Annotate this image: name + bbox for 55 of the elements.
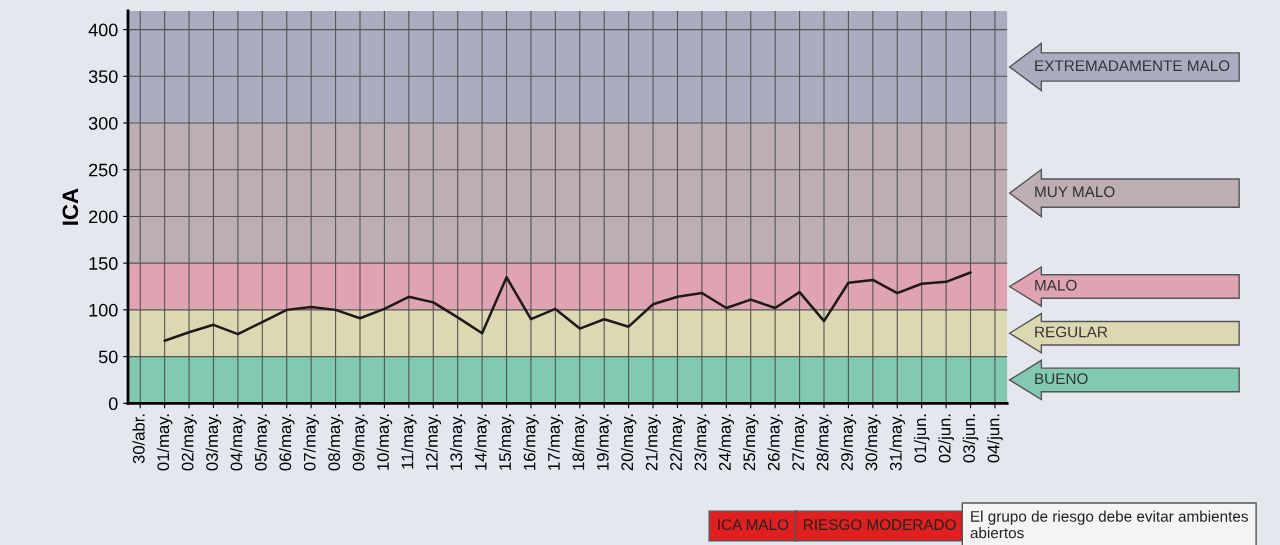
x-tick-label: 01/jun. bbox=[913, 414, 930, 463]
x-tick-label: 02/may. bbox=[181, 414, 197, 471]
text: RIESGO MODERADO bbox=[804, 519, 956, 531]
y-tick-label: 200 bbox=[89, 210, 118, 224]
y-tick-label: 0 bbox=[108, 397, 118, 411]
x-tick-label: 18/may. bbox=[572, 414, 588, 470]
y-tick-label: 100 bbox=[89, 303, 118, 317]
x-tick-label: 07/may. bbox=[303, 414, 319, 471]
x-tick-label: 04/may. bbox=[230, 414, 246, 471]
band-label: MALO bbox=[1035, 279, 1077, 291]
x-tick-label: 29/may. bbox=[840, 414, 857, 471]
x-tick-label: 31/may. bbox=[889, 414, 906, 471]
x-tick-label: 12/may. bbox=[425, 414, 442, 470]
x-tick-label: 03/may. bbox=[205, 414, 222, 471]
x-tick-label: 13/may. bbox=[449, 414, 466, 470]
y-tick-label: 300 bbox=[88, 116, 118, 130]
y-tick-label: 50 bbox=[98, 350, 118, 364]
y-axis-title: ICA bbox=[62, 188, 79, 225]
x-tick-label: 16/may. bbox=[523, 414, 539, 470]
y-tick-label: 350 bbox=[88, 70, 118, 84]
x-tick-label: 06/may. bbox=[278, 414, 295, 471]
x-tick-label: 04/jun. bbox=[987, 414, 1003, 463]
x-tick-label: 28/may. bbox=[816, 414, 832, 471]
y-tick-label: 400 bbox=[88, 23, 118, 37]
x-tick-label: 17/may. bbox=[547, 414, 564, 470]
x-tick-label: 08/may. bbox=[327, 414, 344, 471]
x-tick-label: 15/may. bbox=[498, 414, 515, 470]
band-label: BUENO bbox=[1035, 373, 1088, 385]
x-tick-label: 14/may. bbox=[474, 414, 490, 470]
band-label: REGULAR bbox=[1035, 326, 1108, 338]
text: ICA MALO bbox=[718, 519, 789, 531]
x-tick-label: 22/may. bbox=[669, 414, 686, 471]
x-tick-label: 23/may. bbox=[694, 414, 710, 471]
x-tick-label: 26/may. bbox=[767, 414, 783, 471]
band-label: EXTREMADAMENTE MALO bbox=[1035, 60, 1230, 72]
x-tick-label: 25/may. bbox=[742, 414, 759, 471]
x-tick-label: 03/jun. bbox=[962, 414, 979, 463]
line-series bbox=[163, 271, 972, 342]
x-tick-label: 30/abr. bbox=[132, 414, 145, 464]
x-tick-label: 19/may. bbox=[596, 414, 612, 470]
x-tick-label: 20/may. bbox=[620, 414, 637, 471]
x-tick-label: 09/may. bbox=[352, 414, 368, 471]
x-tick-label: 10/may. bbox=[376, 414, 393, 470]
x-tick-label: 30/may. bbox=[865, 414, 881, 471]
x-tick-label: 21/may. bbox=[645, 414, 661, 471]
x-tick-label: 24/may. bbox=[718, 414, 735, 471]
x-tick-label: 02/jun. bbox=[938, 414, 954, 463]
x-tick-label: 11/may. bbox=[401, 414, 417, 469]
band-label: MUY MALO bbox=[1035, 186, 1115, 198]
y-tick-label: 150 bbox=[89, 257, 118, 270]
x-tick-label: 05/may. bbox=[254, 414, 271, 471]
text: El grupo de riesgo debe evitar ambientes abiertos bbox=[970, 510, 1248, 539]
x-tick-label: 27/may. bbox=[791, 414, 808, 471]
y-tick-label: 250 bbox=[89, 163, 118, 177]
x-tick-label: 01/may. bbox=[156, 414, 173, 471]
